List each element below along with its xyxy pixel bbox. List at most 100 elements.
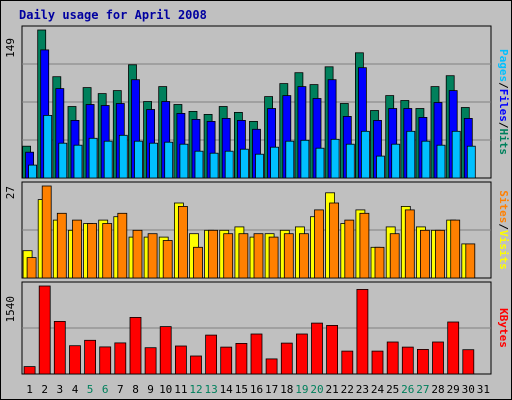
sites-bar-day-22 [344,219,355,279]
sites-bar-day-23 [359,212,370,279]
kbytes-bar-day-10 [159,326,172,375]
sites-bar-day-8 [132,229,143,279]
sites-bar-day-9 [147,233,158,279]
panel-2-legend: KBytes [497,308,510,348]
sites-bar-day-29 [450,219,461,279]
pages-bar-day-4 [73,144,83,179]
pages-bar-day-1 [28,164,38,179]
pages-bar-day-24 [376,155,385,179]
kbytes-bar-day-4 [69,345,81,375]
sites-bar-day-11 [177,205,188,279]
pages-bar-day-25 [391,143,401,179]
sites-bar-day-21 [329,202,340,279]
panel-1-legend: Sites/Visits [497,190,510,270]
chart-title: Daily usage for April 2008 [19,8,207,22]
sites-bar-day-24 [374,246,385,279]
x-label-day-15: 15 [235,383,248,396]
legend-item-hits: Hits [497,129,510,156]
kbytes-bar-day-30 [462,349,475,375]
sites-bar-day-10 [162,240,173,279]
pages-bar-day-20 [315,147,325,179]
legend-item-pages: Pages [497,49,510,82]
panel-1-ymax-label: 27 [4,186,17,199]
kbytes-bar-day-28 [432,341,444,375]
sites-bar-day-14 [223,233,234,279]
sites-bar-day-30 [465,243,476,279]
x-label-day-5: 5 [87,383,94,396]
kbytes-bar-day-26 [401,346,414,375]
x-label-day-6: 6 [102,383,109,396]
sites-bar-day-27 [419,229,430,279]
sites-bar-day-20 [314,209,324,279]
sites-bar-day-15 [238,233,249,279]
x-label-day-13: 13 [204,383,217,396]
x-label-day-11: 11 [174,383,187,396]
kbytes-bar-day-27 [416,348,429,375]
pages-bar-day-11 [179,143,189,179]
sites-bar-day-2 [41,185,52,279]
x-label-day-8: 8 [132,383,139,396]
pages-bar-day-2 [43,115,53,179]
kbytes-bar-day-16 [250,333,263,375]
kbytes-bar-day-7 [114,342,127,375]
legend-item-visits: Visits [497,230,510,270]
sites-bar-day-6 [102,223,113,279]
x-label-day-21: 21 [325,383,338,396]
pages-bar-day-19 [300,139,310,179]
kbytes-bar-day-23 [356,288,369,375]
x-label-day-24: 24 [371,383,385,396]
legend-item-separator: / [497,223,510,230]
sites-bar-day-5 [87,223,97,279]
kbytes-bar-day-21 [326,324,339,375]
x-label-day-30: 30 [462,383,475,396]
x-label-day-9: 9 [147,383,154,396]
x-label-day-2: 2 [41,383,48,396]
x-label-day-12: 12 [189,383,202,396]
x-label-day-23: 23 [356,383,369,396]
kbytes-bar-day-22 [341,350,354,375]
x-label-day-25: 25 [386,383,399,396]
pages-bar-day-10 [164,141,174,179]
x-label-day-27: 27 [416,383,429,396]
pages-bar-day-30 [466,145,476,179]
sites-bar-day-18 [283,233,294,279]
pages-bar-day-22 [345,143,355,179]
legend-item-separator: / [497,82,510,89]
x-label-day-10: 10 [159,383,172,396]
pages-bar-day-12 [194,150,204,179]
x-axis-labels: 1 2 3 4 5 6 7 8 9 10 11 12 13 14 15 16 17 18 19 20 21 22 23 24 2… [26,383,490,396]
legend-item-sites: Sites [497,190,510,223]
kbytes-bar-day-3 [53,320,66,375]
sites-bar-day-13 [208,229,219,279]
sites-bar-day-26 [404,209,415,279]
sites-bar-day-4 [72,219,82,279]
x-label-day-28: 28 [431,383,444,396]
x-label-day-14: 14 [220,383,234,396]
sites-bar-day-1 [26,257,37,279]
pages-bar-day-9 [149,142,159,179]
x-label-day-31: 31 [477,383,490,396]
kbytes-bar-day-20 [311,322,323,375]
panel-0-ymax-label: 149 [4,38,17,58]
pages-bar-day-6 [103,140,113,179]
x-label-day-1: 1 [26,383,33,396]
pages-bar-day-3 [58,142,68,179]
pages-bar-day-14 [224,150,234,179]
panel-visits-sites: 27 Sites/Visits [4,181,510,279]
kbytes-bar-day-9 [144,347,157,375]
legend-item-separator: / [497,122,510,129]
legend-item-kbytes: KBytes [497,308,510,348]
sites-bar-day-7 [117,212,128,279]
pages-bar-day-18 [285,140,295,179]
kbytes-bar-day-29 [447,321,460,375]
panel-2-ymax-label: 1540 [4,296,17,323]
pages-bar-day-17 [270,146,280,179]
kbytes-bar-day-14 [220,346,233,375]
pages-bar-day-7 [118,134,128,179]
pages-bar-day-16 [255,153,264,179]
pages-bar-day-15 [239,148,249,179]
